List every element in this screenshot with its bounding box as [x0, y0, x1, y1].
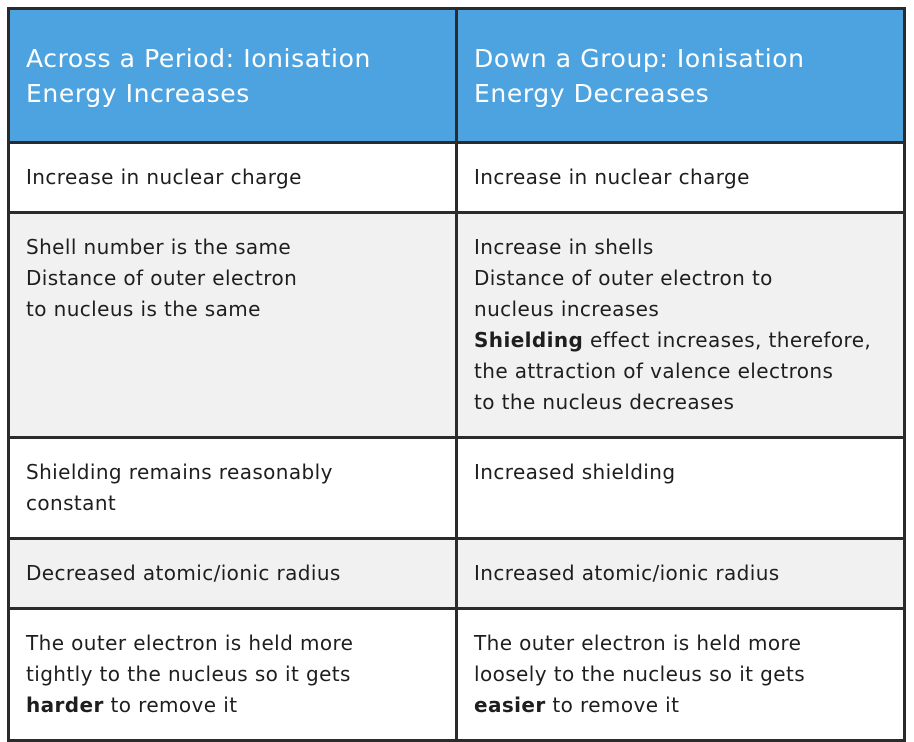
- table-cell: Shielding remains reasonably constant: [7, 436, 458, 540]
- cell-text: Shielding effect increases, therefore,: [474, 325, 887, 356]
- table-cell: Increase in shells Distance of outer ele…: [455, 211, 906, 439]
- cell-text: The outer electron is held more: [26, 631, 354, 655]
- cell-text: Increase in shells: [474, 235, 654, 259]
- table-cell: The outer electron is held more tightly …: [7, 607, 458, 742]
- table-row: Shielding remains reasonably constant In…: [7, 436, 906, 540]
- table-cell: Decreased atomic/ionic radius: [7, 537, 458, 610]
- cell-text: Increased atomic/ionic radius: [474, 561, 780, 585]
- table-row: Decreased atomic/ionic radius Increased …: [7, 537, 906, 610]
- cell-text: to nucleus is the same: [26, 297, 261, 321]
- cell-text: Shielding remains reasonably: [26, 460, 333, 484]
- cell-text: tightly to the nucleus so it gets: [26, 662, 351, 686]
- table-row: The outer electron is held more tightly …: [7, 607, 906, 742]
- bold-term: Shielding: [474, 328, 584, 352]
- cell-text: Increase in nuclear charge: [26, 165, 302, 189]
- cell-text-rest: effect increases, therefore,: [583, 328, 872, 352]
- cell-text: Distance of outer electron to: [474, 266, 773, 290]
- cell-text: easier to remove it: [474, 690, 887, 721]
- cell-text: Decreased atomic/ionic radius: [26, 561, 341, 585]
- table-cell: Increase in nuclear charge: [7, 141, 458, 214]
- cell-text: loosely to the nucleus so it gets: [474, 662, 806, 686]
- ionisation-energy-comparison-table: Across a Period: Ionisation Energy Incre…: [7, 7, 906, 742]
- header-text: Energy Increases: [26, 78, 250, 108]
- bold-term: easier: [474, 693, 546, 717]
- table-row: Increase in nuclear charge Increase in n…: [7, 141, 906, 214]
- table-cell: Increased shielding: [455, 436, 906, 540]
- header-down-group: Down a Group: Ionisation Energy Decrease…: [455, 7, 906, 144]
- table-cell: The outer electron is held more loosely …: [455, 607, 906, 742]
- table-row: Shell number is the same Distance of out…: [7, 211, 906, 439]
- cell-text: to the nucleus decreases: [474, 390, 735, 414]
- bold-term: harder: [26, 693, 104, 717]
- cell-text: Shell number is the same: [26, 235, 292, 259]
- header-text: Down a Group: Ionisation: [474, 43, 805, 73]
- table-header-row: Across a Period: Ionisation Energy Incre…: [7, 7, 906, 144]
- cell-text: the attraction of valence electrons: [474, 359, 834, 383]
- comparison-table-container: Across a Period: Ionisation Energy Incre…: [7, 7, 906, 742]
- cell-text: Increased shielding: [474, 460, 676, 484]
- cell-text-rest: to remove it: [545, 693, 680, 717]
- header-text: Energy Decreases: [474, 78, 710, 108]
- cell-text: Distance of outer electron: [26, 266, 298, 290]
- table-cell: Increase in nuclear charge: [455, 141, 906, 214]
- header-text: Across a Period: Ionisation: [26, 43, 371, 73]
- cell-text-rest: to remove it: [103, 693, 238, 717]
- table-cell: Increased atomic/ionic radius: [455, 537, 906, 610]
- cell-text: The outer electron is held more: [474, 631, 802, 655]
- table-cell: Shell number is the same Distance of out…: [7, 211, 458, 439]
- cell-text: Increase in nuclear charge: [474, 165, 750, 189]
- cell-text: harder to remove it: [26, 690, 439, 721]
- cell-text: constant: [26, 491, 117, 515]
- cell-text: nucleus increases: [474, 297, 660, 321]
- header-across-period: Across a Period: Ionisation Energy Incre…: [7, 7, 458, 144]
